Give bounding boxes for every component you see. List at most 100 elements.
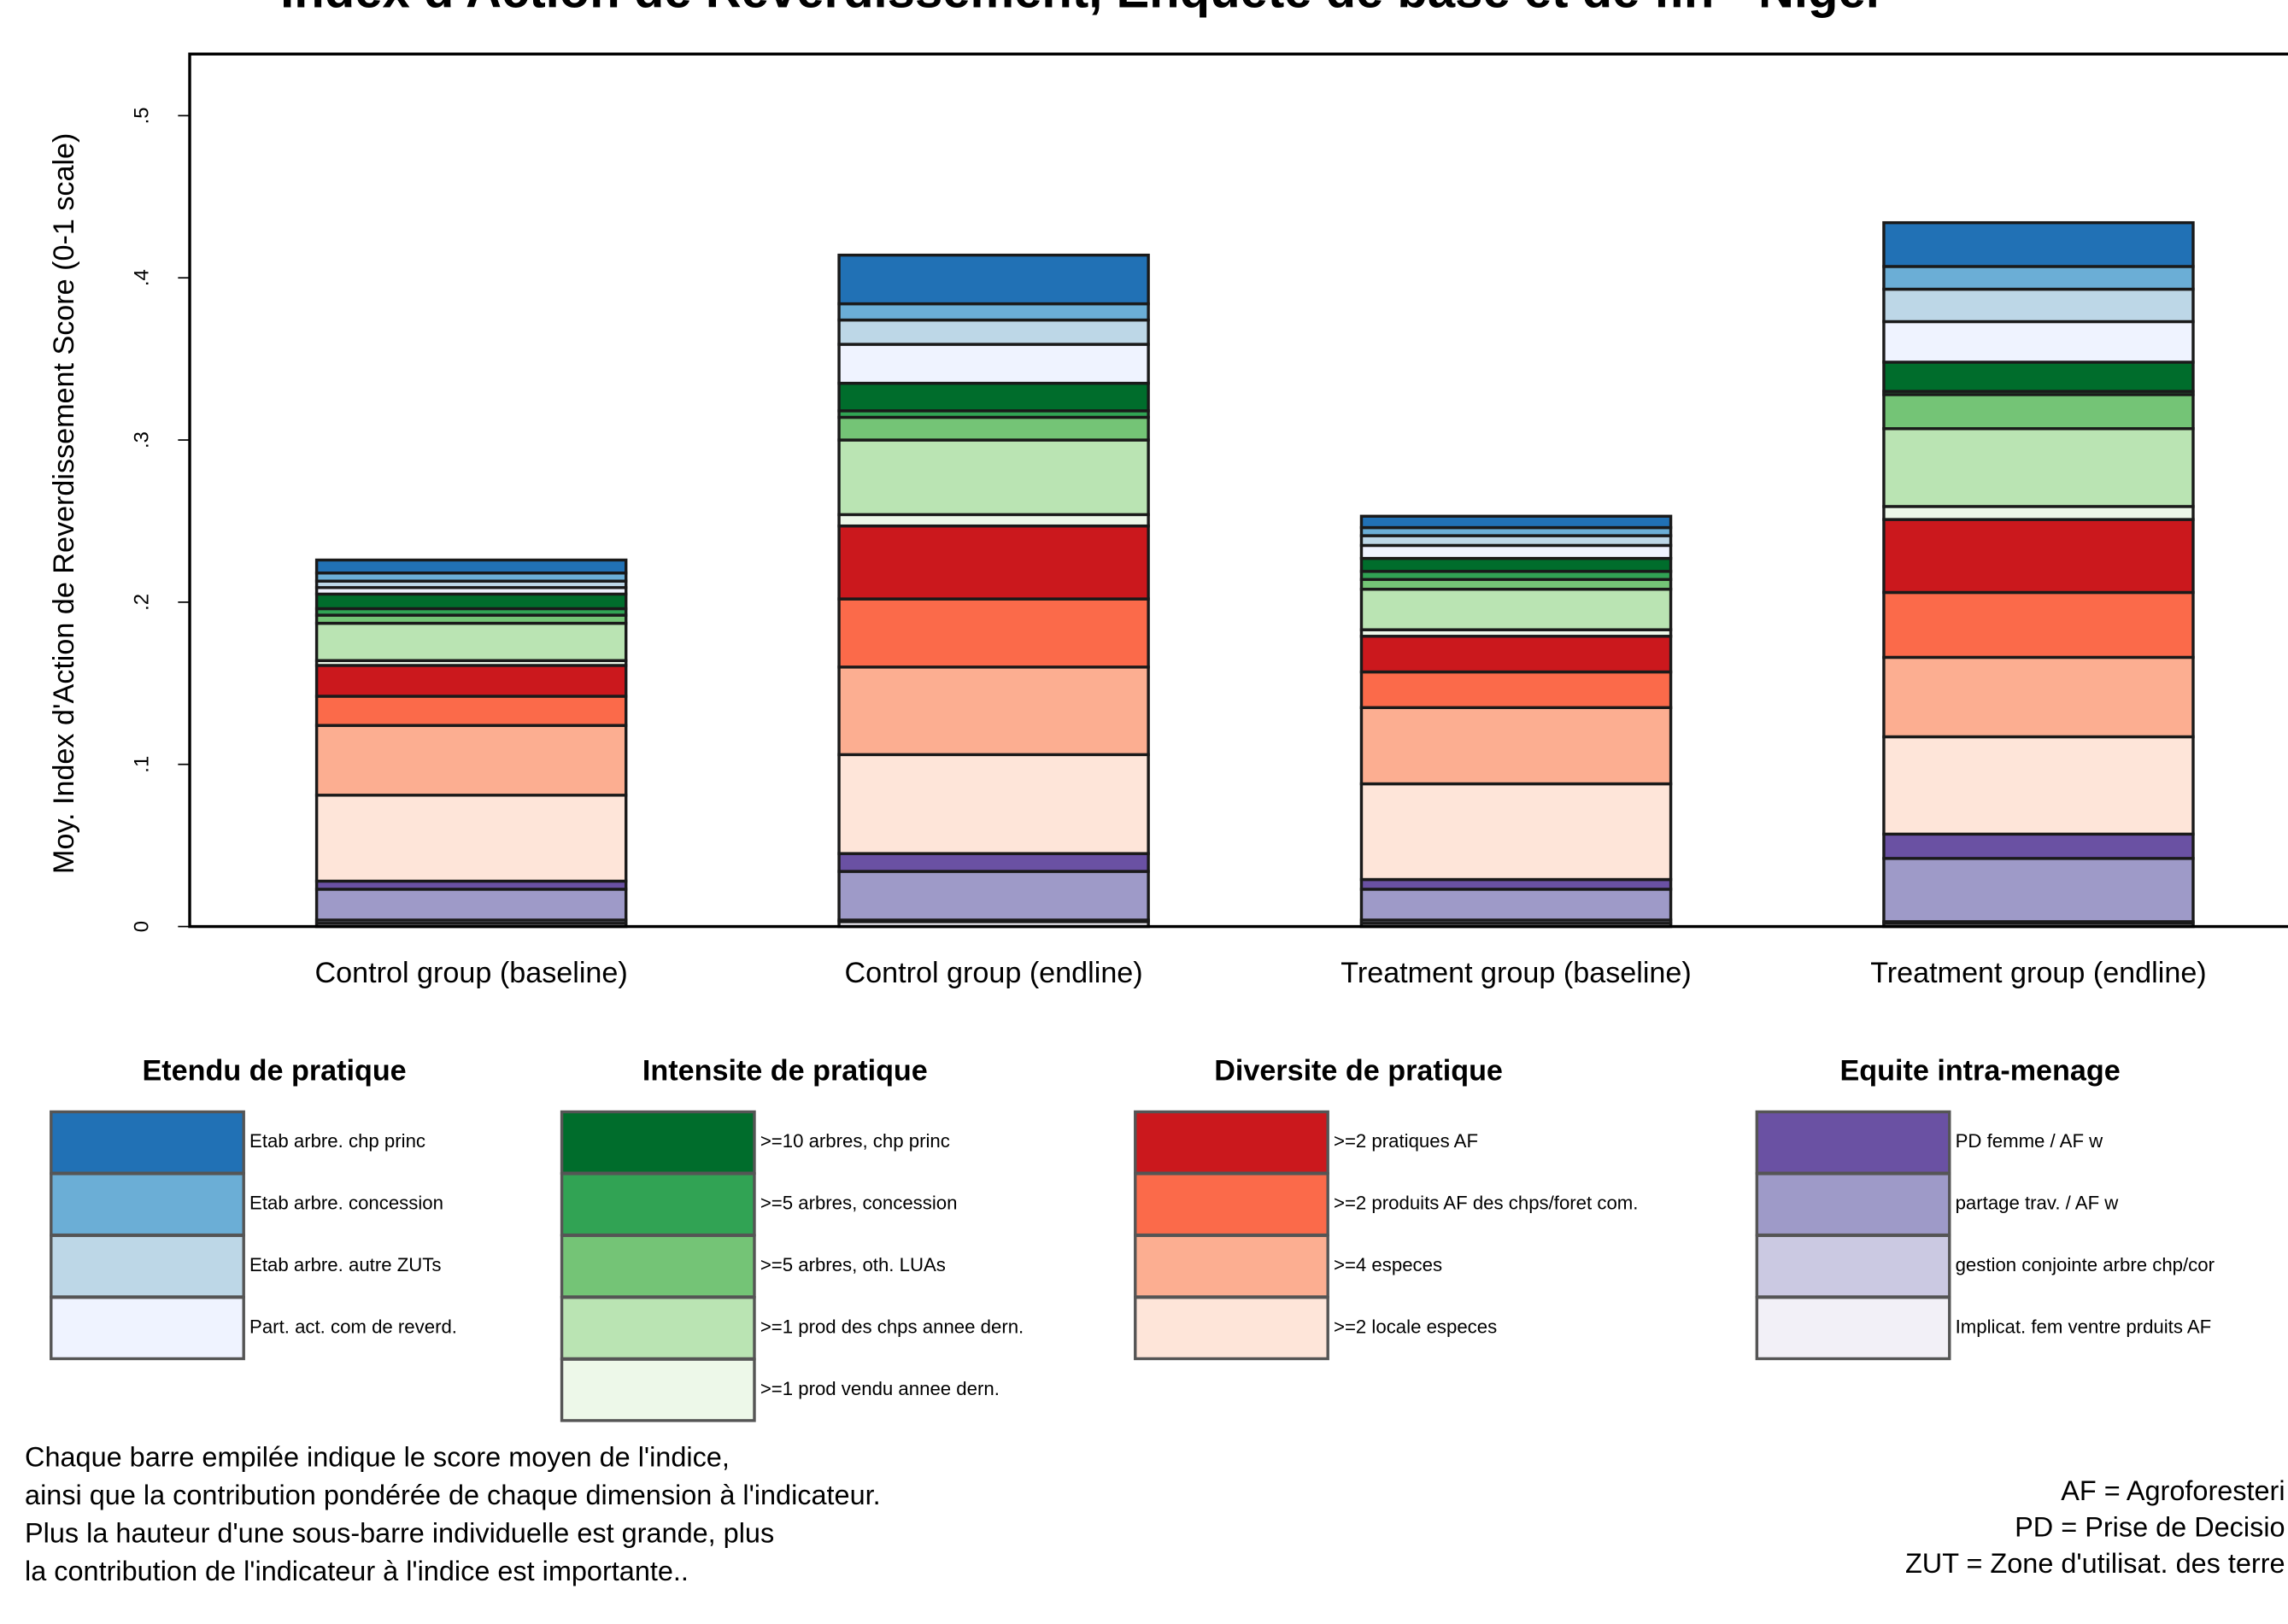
legend-label: >=5 arbres, oth. LUAs: [760, 1254, 946, 1275]
note: AF = Agroforesteri: [2061, 1475, 2285, 1506]
legend-swatch: [1755, 1172, 1951, 1237]
bar-segment: [1882, 505, 2195, 521]
legend-label: Etab arbre. autre ZUTs: [249, 1254, 441, 1275]
bar-segment: [837, 665, 1150, 757]
bar-segment: [1359, 534, 1673, 548]
bar-segment: [837, 524, 1150, 601]
legend-swatch: [1134, 1234, 1329, 1299]
bar-segment: [837, 438, 1150, 517]
legend-swatch: [560, 1234, 756, 1299]
note: la contribution de l'indicateur à l'indi…: [25, 1556, 689, 1586]
legend-swatch: [50, 1172, 245, 1237]
y-tick-label: 0: [131, 921, 154, 932]
bar-segment: [314, 558, 628, 575]
note: PD = Prise de Decisio: [2015, 1512, 2285, 1543]
x-tick-label: Treatment group (endline): [1870, 957, 2206, 989]
bar-segment: [1882, 393, 2195, 431]
bar-segment: [1359, 577, 1673, 591]
legend-swatch: [50, 1234, 245, 1299]
bar-segment: [314, 664, 628, 698]
legend-group-title: Intensite de pratique: [642, 1054, 928, 1087]
legend-group-title: Equite intra-menage: [1840, 1054, 2121, 1087]
bar-segment: [1882, 590, 2195, 660]
legend-swatch: [1134, 1296, 1329, 1361]
legend-swatch: [1755, 1234, 1951, 1299]
bar-segment: [314, 695, 628, 727]
bar-segment: [1359, 706, 1673, 786]
bar-segment: [1359, 543, 1673, 560]
legend-label: >=2 locale especes: [1334, 1316, 1497, 1337]
bar-segment: [1359, 556, 1673, 573]
legend-label: Etab arbre. concession: [249, 1193, 443, 1214]
bar-segment: [837, 318, 1150, 346]
legend-label: gestion conjointe arbre chp/cor: [1956, 1254, 2215, 1275]
legend-label: >=5 arbres, concession: [760, 1193, 958, 1214]
bar-segment: [837, 302, 1150, 322]
y-tick-label: .2: [131, 594, 154, 611]
bar-segment: [1882, 735, 2195, 836]
legend-label: PD femme / AF w: [1956, 1130, 2104, 1152]
bar-segment: [314, 724, 628, 797]
bar-segment: [1359, 670, 1673, 709]
bar-segment: [1882, 832, 2195, 860]
legend-swatch: [50, 1296, 245, 1361]
bar-segment: [314, 592, 628, 611]
legend-swatch: [1134, 1172, 1329, 1237]
plot-frame: [188, 52, 2288, 929]
bar-segment: [1882, 220, 2195, 268]
legend-label: Etab arbre. chp princ: [249, 1130, 425, 1152]
bar-segment: [837, 597, 1150, 669]
bar-segment: [1359, 514, 1673, 530]
legend-label: partage trav. / AF w: [1956, 1193, 2120, 1214]
y-tick-label: .5: [131, 107, 154, 124]
chart-title: Index d'Action de Reverdissement, Enquet…: [280, 0, 1885, 19]
legend-swatch: [50, 1110, 245, 1175]
legend-swatch: [560, 1357, 756, 1422]
legend-label: >=1 prod des chps annee dern.: [760, 1316, 1024, 1337]
y-axis-label: Moy. Index d'Action de Reverdissement Sc…: [48, 133, 80, 874]
legend-swatch: [560, 1296, 756, 1361]
bar-segment: [1359, 587, 1673, 631]
note: ainsi que la contribution pondérée de ch…: [25, 1480, 881, 1510]
x-tick-label: Control group (endline): [844, 957, 1142, 989]
legend-group-title: Diversite de pratique: [1214, 1054, 1503, 1087]
note: Plus la hauteur d'une sous-barre individ…: [25, 1517, 774, 1548]
legend-label: Implicat. fem ventre prduits AF: [1956, 1316, 2212, 1337]
legend-group-title: Etendu de pratique: [142, 1054, 406, 1087]
bar-segment: [314, 794, 628, 883]
bar-segment: [837, 343, 1150, 385]
legend-swatch: [1755, 1296, 1951, 1361]
legend-swatch: [1134, 1110, 1329, 1175]
bar-segment: [837, 513, 1150, 528]
x-tick-label: Treatment group (baseline): [1341, 957, 1692, 989]
bar-segment: [837, 852, 1150, 873]
legend-label: >=1 prod vendu annee dern.: [760, 1378, 1000, 1399]
bar-segment: [1882, 427, 2195, 508]
note: ZUT = Zone d'utilisat. des terre: [1905, 1548, 2285, 1579]
bar-segment: [1882, 361, 2195, 393]
x-tick-label: Control group (baseline): [315, 957, 628, 989]
legend-label: >=4 especes: [1334, 1254, 1442, 1275]
bar-segment: [1882, 320, 2195, 364]
bar-segment: [1882, 287, 2195, 324]
bar-segment: [837, 870, 1150, 922]
bar-segment: [837, 253, 1150, 306]
legend-swatch: [560, 1110, 756, 1175]
note: Chaque barre empilée indique le score mo…: [25, 1442, 730, 1473]
bar-segment: [1882, 655, 2195, 739]
y-tick-label: .1: [131, 756, 154, 773]
legend-label: Part. act. com de reverd.: [249, 1316, 457, 1337]
legend-label: >=10 arbres, chp princ: [760, 1130, 950, 1152]
bar-segment: [837, 381, 1150, 413]
legend-label: >=2 pratiques AF: [1334, 1130, 1478, 1152]
y-tick-label: .3: [131, 431, 154, 449]
bar-segment: [1359, 888, 1673, 922]
legend-swatch: [560, 1172, 756, 1237]
bar-segment: [1359, 877, 1673, 891]
bar-segment: [1882, 857, 2195, 923]
bar-segment: [1359, 635, 1673, 674]
bar-segment: [837, 415, 1150, 442]
bar-segment: [1359, 782, 1673, 882]
legend-swatch: [1755, 1110, 1951, 1175]
